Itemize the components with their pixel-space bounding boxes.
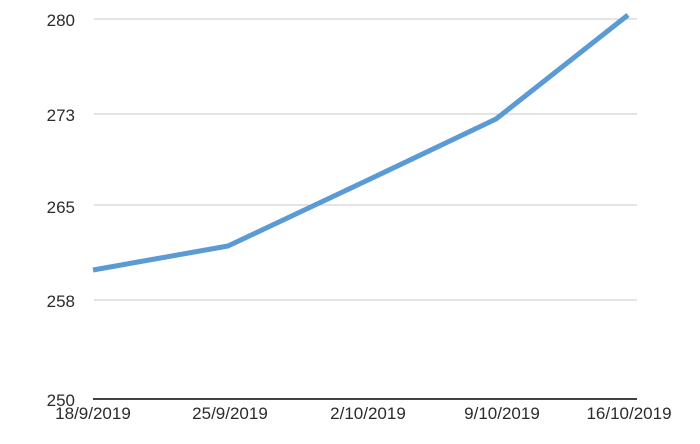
- svg-text:280: 280: [47, 11, 75, 30]
- svg-text:258: 258: [47, 292, 75, 311]
- svg-text:2/10/2019: 2/10/2019: [330, 404, 406, 423]
- svg-text:273: 273: [47, 106, 75, 125]
- svg-text:265: 265: [47, 198, 75, 217]
- svg-text:25/9/2019: 25/9/2019: [192, 404, 268, 423]
- svg-text:16/10/2019: 16/10/2019: [586, 404, 671, 423]
- svg-text:18/9/2019: 18/9/2019: [55, 404, 131, 423]
- svg-text:9/10/2019: 9/10/2019: [464, 404, 540, 423]
